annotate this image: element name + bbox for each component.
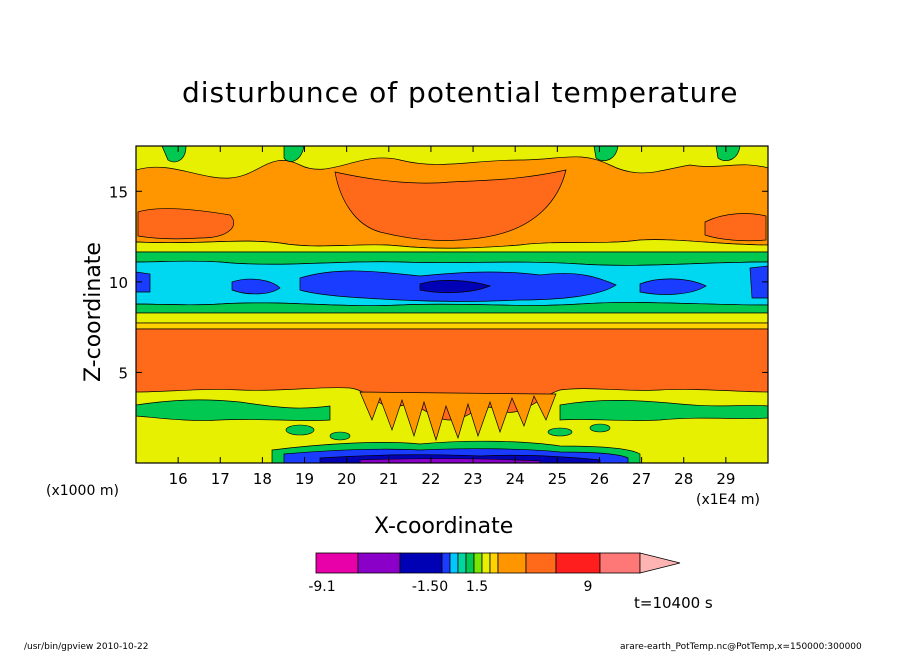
x-unit-label: (x1E4 m) <box>696 492 760 508</box>
colorbar: -9.1 -1.50 1.5 9 <box>308 552 681 595</box>
colorbar-segment <box>457 552 467 574</box>
x-axis: 16 17 18 19 20 21 22 23 24 25 26 27 28 29 <box>169 146 735 488</box>
footer-left: /usr/bin/gpview 2010-10-22 <box>24 642 149 652</box>
colorbar-tick-label: -1.50 <box>412 579 448 595</box>
colorbar-segment <box>497 552 527 574</box>
colorbar-segment <box>315 552 359 574</box>
colorbar-segment <box>449 552 459 574</box>
colorbar-arrow <box>639 552 681 574</box>
x-tick-label: 18 <box>253 470 272 488</box>
y-tick-label: 15 <box>109 183 128 201</box>
colorbar-tick-label: 1.5 <box>466 579 488 595</box>
colorbar-segment <box>525 552 557 574</box>
colorbar-segment <box>441 552 451 574</box>
colorbar-segment <box>489 552 499 574</box>
x-tick-label: 17 <box>211 470 230 488</box>
colorbar-segment <box>399 552 443 574</box>
x-tick-label: 26 <box>590 470 609 488</box>
colorbar-segment <box>555 552 601 574</box>
plot-frame <box>135 145 769 464</box>
colorbar-segment <box>357 552 401 574</box>
x-axis-label: X-coordinate <box>374 514 514 539</box>
x-tick-label: 20 <box>337 470 356 488</box>
y-axis: 5 10 15 <box>109 183 768 382</box>
y-tick-label: 5 <box>118 364 128 382</box>
x-tick-label: 16 <box>169 470 188 488</box>
x-tick-label: 24 <box>506 470 525 488</box>
footer-right: arare-earth_PotTemp.nc@PotTemp,x=150000:… <box>620 642 862 652</box>
x-tick-label: 27 <box>632 470 651 488</box>
x-tick-label: 29 <box>716 470 735 488</box>
x-tick-label: 22 <box>421 470 440 488</box>
y-unit-label: (x1000 m) <box>46 483 119 499</box>
colorbar-segment <box>599 552 641 574</box>
x-tick-label: 25 <box>548 470 567 488</box>
x-tick-label: 23 <box>464 470 483 488</box>
time-label: t=10400 s <box>634 594 713 612</box>
colorbar-tick-label: -9.1 <box>308 579 335 595</box>
x-tick-label: 28 <box>674 470 693 488</box>
colorbar-segment <box>465 552 475 574</box>
x-tick-label: 21 <box>379 470 398 488</box>
x-tick-label: 19 <box>295 470 314 488</box>
colorbar-tick-label: 9 <box>584 579 593 595</box>
colorbar-segment <box>481 552 491 574</box>
chart-title: disturbunce of potential temperature <box>182 76 739 109</box>
colorbar-segment <box>473 552 483 574</box>
contour-fill <box>136 146 768 463</box>
y-axis-label: Z-coordinate <box>81 242 106 382</box>
y-tick-label: 10 <box>109 274 128 292</box>
